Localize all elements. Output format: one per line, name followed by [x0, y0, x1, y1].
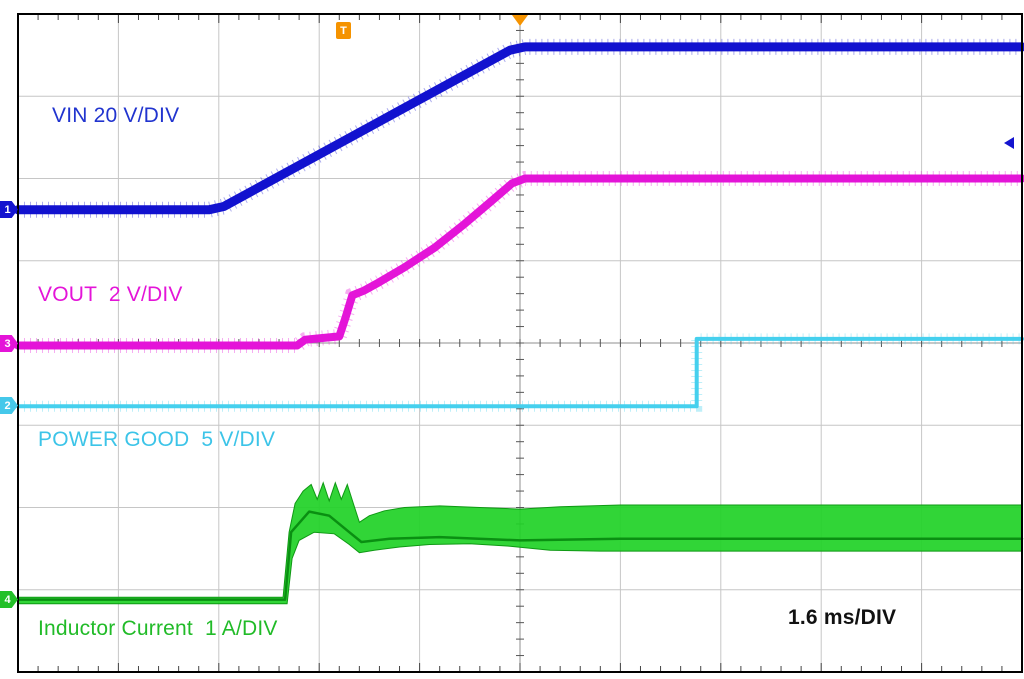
power-good-label: POWER GOOD 5 V/DIV — [38, 428, 276, 451]
trigger-level-icon — [1004, 137, 1014, 149]
channel-1-marker: 1 — [0, 201, 18, 218]
channel-2-marker: 2 — [0, 397, 18, 414]
inductor-current-label: Inductor Current 1 A/DIV — [38, 617, 278, 640]
channel-3-marker: 3 — [0, 335, 18, 352]
timebase-label: 1.6 ms/DIV — [788, 606, 897, 629]
channel-4-marker: 4 — [0, 591, 18, 608]
vin-label: VIN 20 V/DIV — [52, 104, 180, 127]
trigger-position-icon — [512, 15, 528, 26]
vout-label: VOUT 2 V/DIV — [38, 283, 183, 306]
trigger-source-marker: T — [336, 22, 351, 39]
